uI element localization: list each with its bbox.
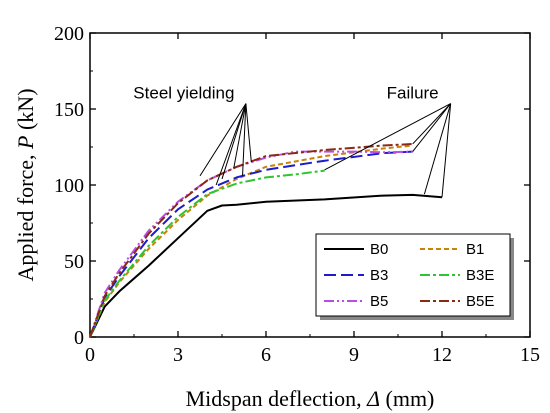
annotation-leader-steel-yielding <box>233 103 247 169</box>
legend-label-b1: B1 <box>466 241 484 258</box>
annotation-leader-failure <box>412 103 452 152</box>
legend-label-b3e: B3E <box>466 267 494 284</box>
x-axis-label-suffix: (mm) <box>380 386 434 411</box>
y-tick-label: 100 <box>54 175 84 197</box>
x-tick-label: 3 <box>173 344 183 366</box>
annotation-leader-steel-yielding <box>245 103 252 163</box>
x-tick-label: 12 <box>432 344 452 366</box>
legend-label-b3: B3 <box>370 267 388 284</box>
series-line-b1 <box>89 144 413 338</box>
annotation-failure: Failure <box>387 84 439 103</box>
x-tick-label: 6 <box>261 344 271 366</box>
y-axis-label-prefix: Applied force, <box>13 149 38 282</box>
legend-label-b5: B5 <box>370 293 388 310</box>
annotation-steel-yielding: Steel yielding <box>133 84 234 103</box>
legend-label-b0: B0 <box>370 241 388 258</box>
axis-labels: Midspan deflection, Δ (mm) Applied force,… <box>13 88 434 411</box>
x-tick-label: 15 <box>520 344 540 366</box>
y-tick-label: 50 <box>64 251 84 273</box>
y-tick-label: 150 <box>54 99 84 121</box>
series-line-b3 <box>89 150 413 338</box>
y-tick-label: 200 <box>54 23 84 45</box>
y-axis-label: Applied force, P (kN) <box>13 88 38 281</box>
legend: B0 B1 B3 B3E B5 B5E <box>315 233 514 320</box>
annotation-leader-steel-yielding <box>242 103 247 176</box>
legend-label-b5e: B5E <box>466 293 494 310</box>
x-axis-label-symbol: Δ <box>366 386 380 411</box>
series-line-b0 <box>89 193 443 338</box>
annotation-leader-failure <box>441 103 452 198</box>
y-tick-label: 0 <box>74 327 84 349</box>
x-axis-label: Midspan deflection, Δ (mm) <box>186 386 435 411</box>
x-tick-label: 9 <box>349 344 359 366</box>
annotation-leader-failure <box>324 103 451 171</box>
series-line-b5e <box>89 143 413 338</box>
x-axis-label-prefix: Midspan deflection, <box>186 386 367 411</box>
annotation-leader-failure <box>423 103 452 195</box>
annotation-layer: Steel yielding Failure <box>133 84 452 198</box>
annotation-leader-failure <box>412 103 452 145</box>
y-axis-label-suffix: (kN) <box>13 88 38 135</box>
annotation-leader-steel-yielding <box>221 103 247 180</box>
annotation-leader-steel-yielding <box>215 103 247 186</box>
series-layer <box>89 143 443 338</box>
annotation-leader-steel-yielding <box>199 103 247 177</box>
y-axis-label-symbol: P <box>13 136 38 150</box>
series-line-b3e <box>89 169 325 338</box>
x-tick-label: 0 <box>85 344 95 366</box>
